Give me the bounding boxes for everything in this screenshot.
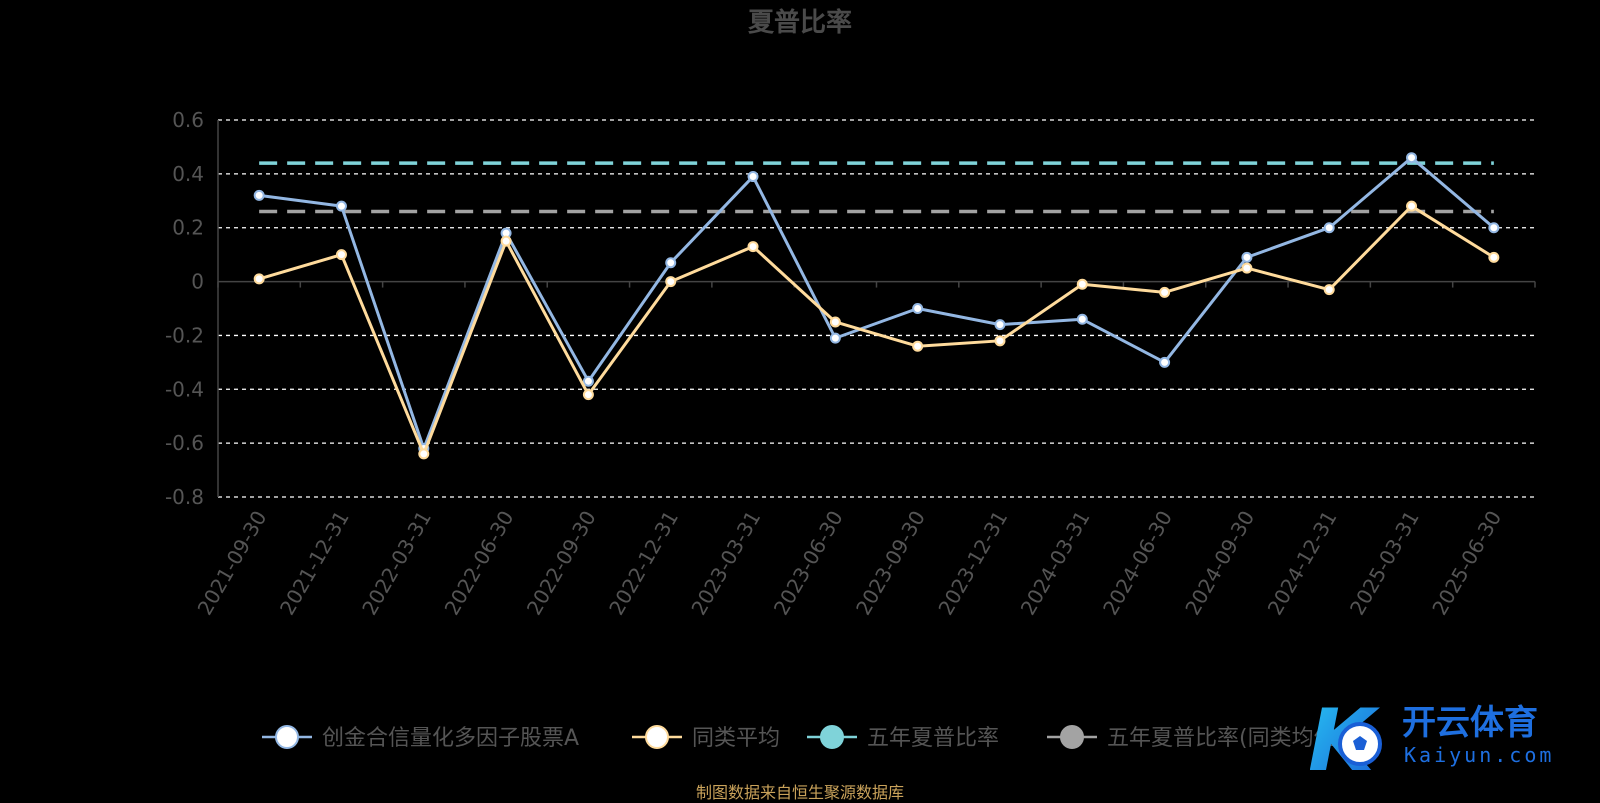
data-point[interactable] <box>1241 262 1253 274</box>
x-tick-label: 2022-09-30 <box>522 507 601 620</box>
data-point[interactable] <box>500 235 512 247</box>
data-point[interactable] <box>253 189 265 201</box>
x-tick-label: 2023-12-31 <box>933 507 1012 620</box>
x-tick-label: 2024-12-31 <box>1263 507 1342 620</box>
x-tick-label: 2023-06-30 <box>769 507 848 620</box>
legend-marker <box>1060 725 1084 749</box>
data-point[interactable] <box>1488 222 1500 234</box>
data-point[interactable] <box>1241 251 1253 263</box>
legend-label: 创金合信量化多因子股票A <box>322 726 579 751</box>
data-point[interactable] <box>335 249 347 261</box>
series-line <box>258 204 1495 456</box>
data-point[interactable] <box>665 257 677 269</box>
kaiyun-watermark-logo: K 开云体育 Kaiyun.com <box>1310 696 1554 786</box>
y-tick-label: 0.4 <box>172 162 204 186</box>
data-point[interactable] <box>829 332 841 344</box>
data-point[interactable] <box>665 276 677 288</box>
y-tick-label: -0.8 <box>165 485 204 509</box>
y-tick-label: 0 <box>191 270 204 294</box>
data-point[interactable] <box>1076 278 1088 290</box>
x-tick-label: 2024-06-30 <box>1098 507 1177 620</box>
x-tick-label: 2023-09-30 <box>851 507 930 620</box>
legend-label: 同类平均 <box>692 726 780 751</box>
legend-item[interactable]: 五年夏普比率 <box>807 725 999 751</box>
series-line <box>258 156 1495 451</box>
chart-title: 夏普比率 <box>748 7 852 38</box>
data-point[interactable] <box>582 389 594 401</box>
x-tick-label: 2022-03-31 <box>357 507 436 620</box>
series-lines <box>253 152 1500 460</box>
legend-item[interactable]: 同类平均 <box>632 725 780 751</box>
x-axis-ticks: 2021-09-30 2021-12-31 2022-03-31 2022-06-30… <box>193 507 1507 620</box>
y-tick-label: 0.2 <box>172 216 204 240</box>
y-tick-label: -0.6 <box>165 431 204 455</box>
data-point[interactable] <box>1323 284 1335 296</box>
data-point[interactable] <box>1076 313 1088 325</box>
legend-label: 五年夏普比率(同类均值) <box>1107 726 1344 751</box>
legend-marker <box>645 725 669 749</box>
data-point[interactable] <box>912 303 924 314</box>
legend-marker <box>275 725 299 749</box>
data-point[interactable] <box>1323 222 1335 234</box>
x-tick-label: 2021-09-30 <box>193 507 272 620</box>
y-axis-ticks: 0.6 0.4 0.2 0 -0.2 -0.4 -0.6 -0.8 <box>165 108 204 509</box>
watermark-brand-cn: 开云体育 <box>1402 703 1538 743</box>
soccer-ball-patch <box>1353 736 1367 750</box>
x-tick-label: 2024-03-31 <box>1016 507 1095 620</box>
data-point[interactable] <box>994 335 1006 347</box>
legend-item[interactable]: 创金合信量化多因子股票A <box>262 725 579 751</box>
legend[interactable]: 创金合信量化多因子股票A 同类平均 五年夏普比率 五年夏普比率(同类均值) <box>262 725 1344 751</box>
reference-lines <box>259 161 1494 214</box>
x-tick-label: 2025-03-31 <box>1345 507 1424 620</box>
watermark-brand-en: Kaiyun.com <box>1404 743 1554 767</box>
x-tick-label: 2022-06-30 <box>440 507 519 620</box>
data-point[interactable] <box>253 273 265 285</box>
x-tick-label: 2024-09-30 <box>1180 507 1259 620</box>
legend-marker <box>820 725 844 749</box>
x-tick-label: 2025-06-30 <box>1427 507 1506 620</box>
data-point[interactable] <box>994 319 1006 331</box>
data-point[interactable] <box>1159 286 1171 298</box>
y-tick-label: -0.2 <box>165 323 204 347</box>
data-point[interactable] <box>1406 200 1418 212</box>
data-point[interactable] <box>1406 152 1418 164</box>
legend-label: 五年夏普比率 <box>867 726 999 751</box>
data-point[interactable] <box>582 375 594 387</box>
y-tick-label: -0.4 <box>165 377 204 401</box>
legend-item[interactable]: 五年夏普比率(同类均值) <box>1047 725 1344 751</box>
data-point[interactable] <box>912 340 924 352</box>
data-point[interactable] <box>747 171 759 183</box>
data-point[interactable] <box>829 316 841 328</box>
data-point[interactable] <box>1159 356 1171 368</box>
data-point[interactable] <box>335 200 347 212</box>
source-note: 制图数据来自恒生聚源数据库 <box>695 783 904 802</box>
x-tick-label: 2022-12-31 <box>604 507 683 620</box>
data-point[interactable] <box>1488 251 1500 263</box>
data-point[interactable] <box>418 448 430 460</box>
x-tick-label: 2023-03-31 <box>686 507 765 620</box>
grid-lines <box>218 119 1535 498</box>
x-tick-label: 2021-12-31 <box>275 507 354 620</box>
axes <box>217 120 1536 497</box>
y-tick-label: 0.6 <box>172 108 204 132</box>
data-point[interactable] <box>747 241 759 253</box>
